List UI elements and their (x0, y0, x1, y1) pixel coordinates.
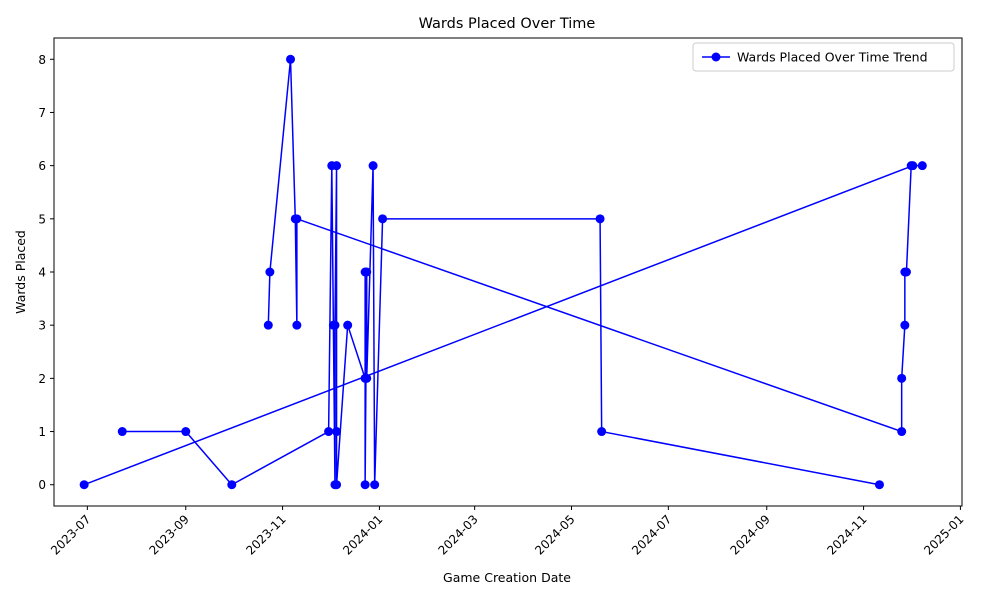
data-point-1-7 (330, 320, 340, 330)
data-point-1-14 (360, 480, 370, 490)
data-point-2-0 (263, 320, 273, 330)
data-point-1-9 (332, 427, 342, 437)
data-point-0-2 (917, 161, 927, 171)
data-point-2-5 (292, 214, 302, 224)
y-tick-label-7: 7 (38, 106, 46, 120)
data-point-1-22 (874, 480, 884, 490)
data-point-1-2 (227, 480, 237, 490)
legend: Wards Placed Over Time Trend (692, 42, 955, 72)
data-point-1-0 (117, 427, 127, 437)
data-point-2-2 (286, 54, 296, 64)
y-tick-label-6: 6 (38, 159, 46, 173)
x-axis-title: Game Creation Date (443, 570, 571, 585)
data-point-1-20 (595, 214, 605, 224)
data-point-1-1 (181, 427, 191, 437)
data-point-1-21 (597, 427, 607, 437)
data-point-1-11 (343, 320, 353, 330)
data-point-1-17 (368, 161, 378, 171)
data-point-0-0 (79, 480, 89, 490)
y-tick-label-2: 2 (38, 372, 46, 386)
y-tick-label-4: 4 (38, 266, 46, 280)
y-tick-label-1: 1 (38, 425, 46, 439)
data-point-2-4 (292, 320, 302, 330)
data-point-1-3 (324, 427, 334, 437)
series-layer (79, 54, 927, 490)
data-point-2-11 (906, 161, 916, 171)
y-axis-title: Wards Placed (13, 230, 28, 314)
chart-title: Wards Placed Over Time (419, 16, 596, 32)
data-point-2-7 (897, 373, 907, 383)
legend-marker-swatch (711, 52, 721, 62)
y-tick-label-3: 3 (38, 319, 46, 333)
data-point-1-15 (362, 267, 372, 277)
data-point-1-18 (370, 480, 380, 490)
data-point-2-6 (897, 427, 907, 437)
data-point-2-10 (901, 267, 911, 277)
legend-box (692, 42, 955, 72)
y-tick-label-5: 5 (38, 212, 46, 226)
data-point-1-10 (332, 480, 342, 490)
data-point-1-19 (378, 214, 388, 224)
legend-label: Wards Placed Over Time Trend (737, 50, 928, 65)
data-point-1-8 (332, 161, 342, 171)
data-point-2-8 (900, 320, 910, 330)
y-tick-label-0: 0 (38, 478, 46, 492)
y-tick-label-8: 8 (38, 53, 46, 67)
data-point-1-16 (362, 373, 372, 383)
data-point-2-1 (265, 267, 275, 277)
